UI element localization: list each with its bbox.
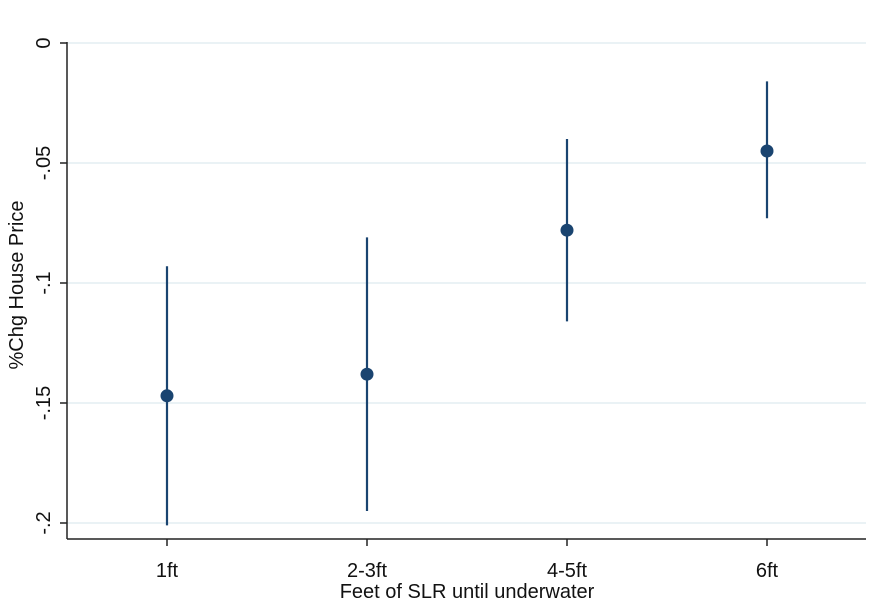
x-tick-label: 2-3ft bbox=[347, 560, 387, 582]
y-tick-label: -.15 bbox=[33, 386, 55, 420]
y-tick-label: -.2 bbox=[33, 511, 55, 534]
point-estimate-2-3ft bbox=[360, 367, 374, 381]
y-tick-label: -.1 bbox=[33, 271, 55, 294]
x-tick-label: 1ft bbox=[156, 560, 179, 582]
x-tick-label: 4-5ft bbox=[547, 560, 587, 582]
x-tick-label: 6ft bbox=[756, 560, 779, 582]
point-estimate-4-5ft bbox=[560, 223, 574, 237]
y-tick-label: -.05 bbox=[33, 146, 55, 180]
point-estimate-1ft bbox=[160, 389, 174, 403]
grid-lines bbox=[67, 42, 866, 524]
point-estimate-6ft bbox=[760, 144, 774, 158]
y-axis-title: %Chg House Price bbox=[6, 201, 28, 370]
data-marks bbox=[160, 81, 774, 526]
axes: 0 -.05 -.1 -.15 -.2 1ft 2-3ft 4-5ft 6ft bbox=[33, 37, 866, 582]
y-tick-label: 0 bbox=[33, 37, 55, 48]
x-axis-title: Feet of SLR until underwater bbox=[340, 581, 595, 603]
